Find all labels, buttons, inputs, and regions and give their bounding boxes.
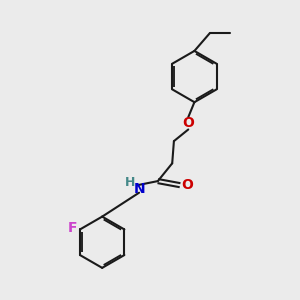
Text: F: F <box>68 221 77 235</box>
Text: O: O <box>181 178 193 192</box>
Text: H: H <box>125 176 135 189</box>
Text: O: O <box>182 116 194 130</box>
Text: N: N <box>133 182 145 196</box>
